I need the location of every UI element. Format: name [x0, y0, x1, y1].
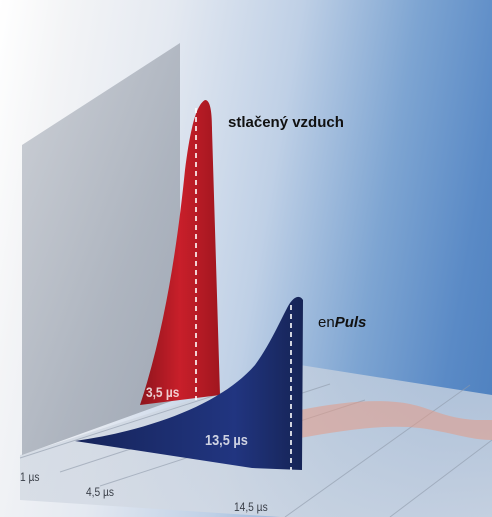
compressed-air-pulse-width: 3,5 µs: [146, 384, 180, 400]
enpuls-label: enPuls: [318, 314, 366, 331]
floor-glow: [300, 401, 492, 440]
enpuls-prefix: en: [318, 314, 335, 331]
time-tick-2: 4,5 µs: [86, 485, 114, 499]
enpuls-brand: Puls: [334, 314, 367, 331]
backdrop-panel: [22, 43, 180, 455]
time-tick-3: 14,5 µs: [234, 500, 268, 514]
compressed-air-label: stlačený vzduch: [228, 114, 344, 131]
enpuls-peak: [75, 296, 303, 470]
time-tick-1: 1 µs: [20, 470, 40, 484]
enpuls-pulse-width: 13,5 µs: [205, 432, 248, 449]
compressed-air-peak: [140, 100, 220, 405]
